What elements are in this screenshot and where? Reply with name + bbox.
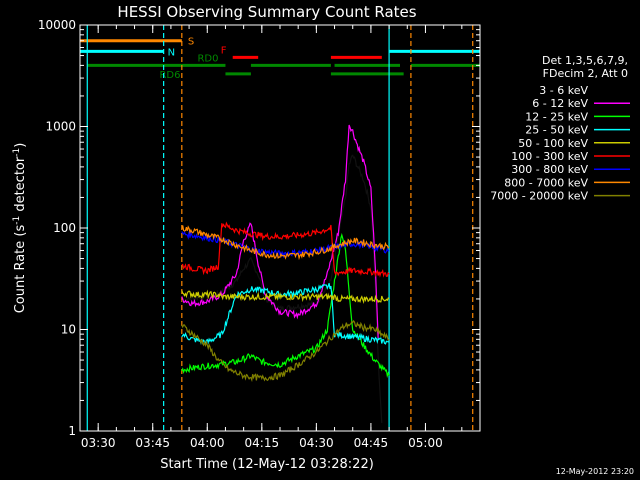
legend-label-6: 300 - 800 keV [511, 163, 588, 176]
x-axis-label: Start Time (12-May-12 03:28:22) [160, 457, 374, 472]
legend-label-1: 6 - 12 keV [532, 97, 588, 110]
flag-label-N: N [168, 47, 175, 58]
y-tick-label: 10 [61, 323, 76, 337]
legend-header-detectors: Det 1,3,5,6,7,9, [542, 54, 628, 67]
legend-header-decimation: FDecim 2, Att 0 [543, 67, 628, 80]
y-axis-label-mid: detector [13, 156, 28, 216]
x-axis-ticks: 03:30 03:45 04:00 04:15 04:30 04:45 05:00 [79, 25, 481, 450]
flag-label-RD0: RD0 [197, 53, 218, 64]
x-tick-label: 04:30 [299, 436, 334, 450]
y-axis-label-end: ) [13, 143, 28, 148]
x-tick-label: 04:15 [245, 436, 280, 450]
y-tick-label: 100 [53, 221, 76, 235]
y-axis-label-main: Count Rate (s [13, 225, 28, 314]
legend-label-5: 100 - 300 keV [511, 150, 588, 163]
legend-label-0: 3 - 6 keV [539, 84, 588, 97]
plot-timestamp: 12-May-2012 23:20 [556, 467, 634, 476]
x-tick-label: 03:30 [81, 436, 116, 450]
y-axis-label: Count Rate (s-1 detector-1) [12, 143, 28, 314]
y-tick-label: 1 [68, 424, 76, 438]
legend-label-7: 800 - 7000 keV [504, 176, 588, 189]
x-tick-label: 05:00 [408, 436, 443, 450]
x-tick-label: 04:45 [354, 436, 389, 450]
chart-title: HESSI Observing Summary Count Rates [117, 3, 416, 21]
series-line-1 [181, 124, 379, 340]
series-line-2 [181, 232, 390, 379]
series-line-3 [181, 283, 390, 347]
series-line-5 [181, 221, 390, 278]
data-series [181, 124, 390, 424]
y-axis-label-sup1: -1 [12, 216, 22, 225]
series-line-8 [181, 319, 390, 383]
series-line-4 [181, 289, 390, 305]
series-line-7 [181, 225, 390, 261]
series-line-6 [181, 230, 390, 259]
legend-label-2: 12 - 25 keV [525, 110, 588, 123]
flag-bars: S N RD0 RD6 F [80, 37, 480, 81]
x-tick-label: 04:00 [190, 436, 225, 450]
legend-label-4: 50 - 100 keV [518, 137, 588, 150]
y-axis-ticks: 1 10 100 1000 10000 [38, 18, 480, 438]
x-tick-label: 03:45 [135, 436, 170, 450]
flag-label-F: F [221, 45, 227, 56]
legend-label-8: 7000 - 20000 keV [490, 190, 588, 203]
legend: Det 1,3,5,6,7,9, FDecim 2, Att 0 3 - 6 k… [490, 54, 630, 203]
legend-label-3: 25 - 50 keV [525, 124, 588, 137]
flag-label-S: S [188, 37, 194, 48]
y-tick-label: 1000 [45, 120, 76, 134]
y-axis-label-sup2: -1 [12, 148, 22, 157]
y-tick-label: 10000 [38, 18, 76, 32]
flag-label-RD6: RD6 [159, 70, 180, 81]
